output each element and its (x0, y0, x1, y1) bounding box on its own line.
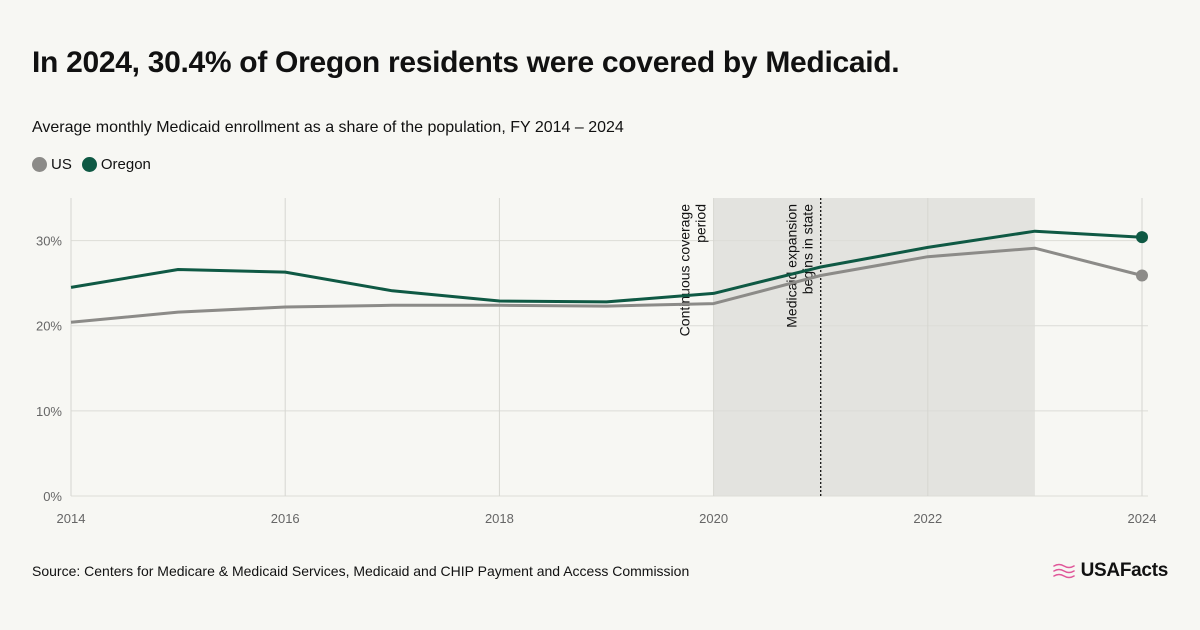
y-tick-label: 0% (43, 489, 62, 504)
x-tick-label: 2018 (485, 511, 514, 526)
brand-name: USAFacts (1080, 560, 1169, 581)
shaded-region (713, 198, 1035, 496)
legend-swatch-us (32, 157, 47, 172)
legend-label-us: US (51, 156, 72, 173)
series-line-us (70, 246, 1143, 324)
brand-logo: USAFacts (1052, 560, 1168, 582)
legend: US Oregon (32, 156, 151, 173)
y-tick-label: 10% (36, 404, 62, 419)
legend-item-oregon: Oregon (81, 156, 151, 173)
chart-subtitle: Average monthly Medicaid enrollment as a… (32, 119, 624, 136)
end-point-oregon (1136, 231, 1148, 244)
y-tick-label: 20% (36, 319, 62, 334)
end-point-us (1136, 269, 1148, 282)
series-line-oregon (70, 229, 1143, 304)
legend-label-oregon: Oregon (100, 156, 151, 173)
us-flag-icon (1052, 563, 1075, 579)
legend-item-us: US (32, 156, 72, 173)
y-tick-label: 30% (36, 234, 62, 249)
x-tick-label: 2020 (699, 511, 728, 526)
source-note: Source: Centers for Medicare & Medicaid … (32, 563, 690, 579)
x-tick-label: 2024 (1128, 511, 1157, 526)
x-tick-label: 2014 (57, 511, 86, 526)
legend-swatch-oregon (81, 157, 97, 172)
shaded-region-label: Continuous coverageperiod (677, 204, 709, 337)
x-tick-label: 2016 (271, 511, 300, 526)
x-tick-label: 2022 (913, 511, 942, 526)
chart-title: In 2024, 30.4% of Oregon residents were … (32, 46, 900, 79)
